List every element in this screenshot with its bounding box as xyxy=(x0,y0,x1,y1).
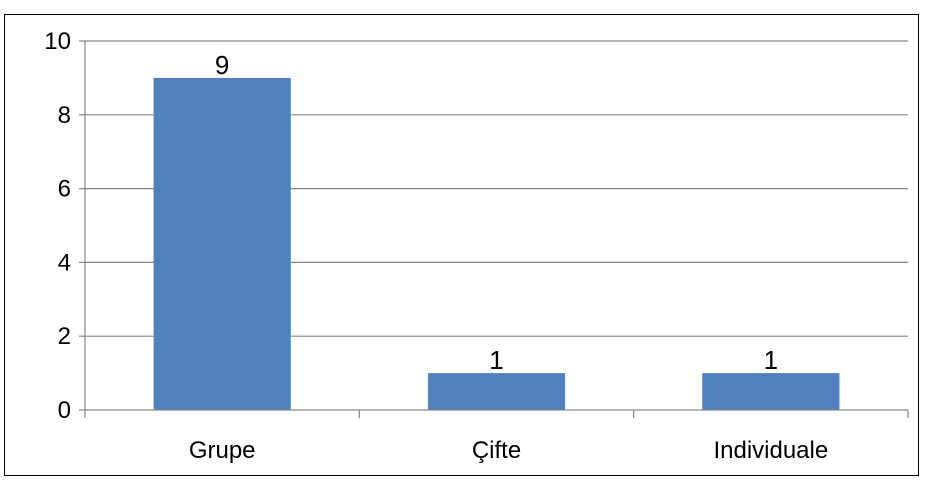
bar-grupe xyxy=(153,77,291,411)
data-label-grupe: 9 xyxy=(215,50,229,80)
y-tick-label: 2 xyxy=(58,323,71,350)
y-tick-label: 4 xyxy=(58,249,71,276)
data-labels: 9 1 1 xyxy=(215,50,778,375)
data-label-çifte: 1 xyxy=(489,345,503,375)
y-tick-label: 0 xyxy=(58,397,71,424)
category-label-çifte: Çifte xyxy=(472,437,521,464)
y-axis-ticks: 0 2 4 6 8 10 xyxy=(44,28,71,424)
y-tick-label: 10 xyxy=(44,28,71,55)
category-label-grupe: Grupe xyxy=(189,437,256,464)
bar-individuale xyxy=(702,373,840,410)
bar-çifte xyxy=(427,373,566,410)
chart-border xyxy=(4,14,919,476)
category-label-individuale: Individuale xyxy=(713,437,828,464)
y-tick-label: 6 xyxy=(58,176,71,203)
bars xyxy=(153,77,840,411)
axes xyxy=(79,40,909,418)
category-labels: Grupe Çifte Individuale xyxy=(189,437,828,464)
y-tick-label: 8 xyxy=(58,102,71,129)
data-label-individuale: 1 xyxy=(764,345,778,375)
